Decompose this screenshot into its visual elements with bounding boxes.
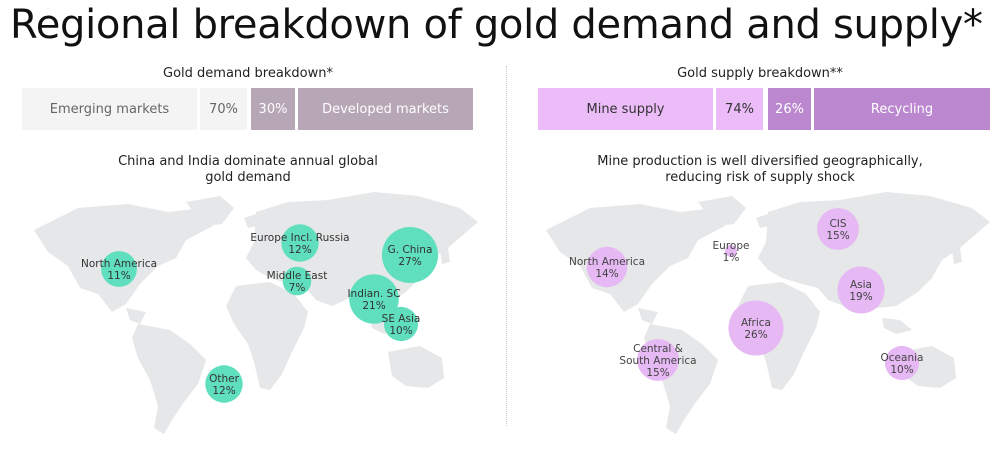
supply-label-north-america-value: 14% <box>595 268 618 280</box>
supply-world-map: North America14%Europe1%CIS15%Asia19%Afr… <box>546 192 990 434</box>
demand-label-se-asia-value: 10% <box>389 325 412 337</box>
demand-label-europe-incl-russia-value: 12% <box>288 244 311 256</box>
supply-map-title-line-1: Mine production is well diversified geog… <box>597 154 923 169</box>
demand-map-title: China and India dominate annual global g… <box>8 154 488 186</box>
supply-landmass-8 <box>952 248 962 264</box>
supply-map-title: Mine production is well diversified geog… <box>520 154 1000 186</box>
supply-bubble-asia <box>837 266 885 314</box>
supply-label-central-south-america-value: 15% <box>646 367 669 379</box>
demand-bubble-se-asia <box>383 306 419 342</box>
demand-label-g-china-value: 27% <box>398 256 421 268</box>
supply-label-africa-value: 26% <box>744 329 767 341</box>
supply-landmass-2 <box>638 308 658 324</box>
supply-landmass-9 <box>882 318 912 334</box>
supply-bubble-oceania <box>884 345 920 381</box>
demand-landmass-1 <box>186 196 234 226</box>
supply-landmass-7 <box>756 214 770 228</box>
demand-landmass-6 <box>388 346 444 388</box>
demand-landmass-8 <box>440 248 450 264</box>
supply-map-title-line-2: reducing risk of supply shock <box>665 170 855 185</box>
demand-landmass-5 <box>226 282 308 390</box>
demand-label-se-asia-name: SE Asia <box>382 313 421 325</box>
supply-bubble-africa <box>728 300 784 356</box>
panel-divider <box>506 66 507 426</box>
supply-label-north-america-name: North America <box>569 256 645 268</box>
demand-landmass-3 <box>132 324 206 434</box>
supply-label-asia-name: Asia <box>850 279 872 291</box>
supply-label-central-south-america-name: Central & <box>633 343 683 355</box>
demand-label-north-america-value: 11% <box>107 270 130 282</box>
mine-supply-value: 74% <box>716 88 763 130</box>
supply-label-europe-value: 1% <box>723 252 740 264</box>
supply-label-oceania-value: 10% <box>890 364 913 376</box>
recycling-segment: Recycling <box>814 88 990 130</box>
demand-label-other-value: 12% <box>212 385 235 397</box>
emerging-markets-segment: Emerging markets <box>22 88 197 130</box>
demand-bubble-north-america <box>101 251 137 287</box>
supply-label-cis-value: 15% <box>826 230 849 242</box>
supply-bubble-cis <box>817 208 859 250</box>
supply-label-oceania-name: Oceania <box>881 352 924 364</box>
supply-label-asia-value: 19% <box>849 291 872 303</box>
mine-supply-segment: Mine supply <box>538 88 713 130</box>
demand-bubble-middle-east <box>282 266 312 296</box>
demand-bubble-other <box>205 365 243 403</box>
supply-landmass-4 <box>758 192 990 308</box>
demand-label-indian-sc-value: 21% <box>362 300 385 312</box>
demand-bubble-g-china <box>381 226 439 284</box>
demand-label-other-name: Other <box>209 373 239 385</box>
emerging-markets-value: 70% <box>200 88 247 130</box>
demand-label-europe-incl-russia-name: Europe Incl. Russia <box>250 232 349 244</box>
developed-markets-value: 30% <box>251 88 295 130</box>
demand-bubble-europe-incl-russia <box>281 224 319 262</box>
demand-landmass-7 <box>244 214 258 228</box>
demand-bubble-indian-sc <box>349 274 399 324</box>
supply-landmass-0 <box>546 204 725 312</box>
demand-label-middle-east-value: 7% <box>289 282 306 294</box>
page-title: Regional breakdown of gold demand and su… <box>10 2 983 48</box>
demand-label-middle-east-name: Middle East <box>267 270 328 282</box>
demand-landmass-2 <box>126 308 146 324</box>
supply-label-africa-name: Africa <box>741 317 771 329</box>
supply-landmass-1 <box>698 196 746 226</box>
developed-markets-segment: Developed markets <box>298 88 473 130</box>
demand-label-g-china-name: G. China <box>388 244 433 256</box>
demand-label-north-america-name: North America <box>81 258 157 270</box>
demand-map-title-line-2: gold demand <box>205 170 291 185</box>
supply-bubble-north-america <box>586 246 628 288</box>
supply-panel: Gold supply breakdown** Mine supply 74% … <box>520 62 1000 456</box>
demand-bar-title: Gold demand breakdown* <box>163 66 333 81</box>
supply-label-europe-name: Europe <box>713 240 750 252</box>
demand-map-title-line-1: China and India dominate annual global <box>118 154 378 169</box>
supply-label-cis-name: CIS <box>829 218 846 230</box>
demand-label-indian-sc-name: Indian. SC <box>347 288 400 300</box>
supply-bubble-central-south-america <box>637 339 679 381</box>
supply-label-central-south-america-name: South America <box>619 355 696 367</box>
supply-bubble-europe <box>725 245 737 257</box>
recycling-value: 26% <box>768 88 811 130</box>
demand-panel: Gold demand breakdown* Emerging markets … <box>8 62 488 456</box>
supply-bar-title: Gold supply breakdown** <box>677 66 843 81</box>
